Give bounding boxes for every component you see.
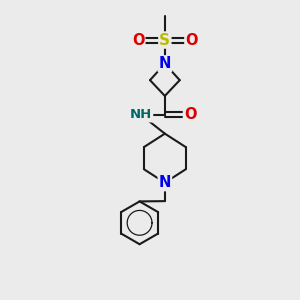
Text: S: S	[159, 32, 170, 47]
Text: N: N	[159, 175, 171, 190]
Text: NH: NH	[130, 108, 152, 122]
Text: O: O	[132, 32, 144, 47]
Text: N: N	[159, 56, 171, 71]
Text: O: O	[185, 32, 198, 47]
Text: O: O	[184, 107, 197, 122]
